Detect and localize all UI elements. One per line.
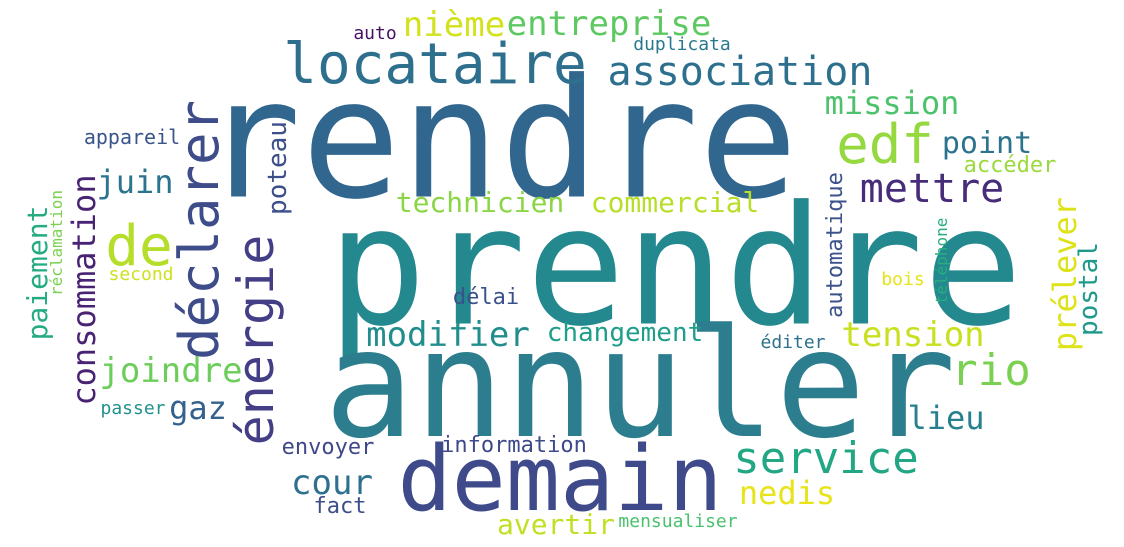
word-de: de [105, 214, 173, 279]
word-duplicata: duplicata [633, 34, 731, 55]
word-cour: cour [291, 463, 373, 503]
word-tension: tension [841, 315, 985, 355]
word-entreprise: entreprise [506, 4, 712, 44]
word-fact: fact [313, 494, 367, 519]
word-lieu: lieu [907, 399, 985, 437]
word-mensualiser: mensualiser [618, 511, 738, 532]
word-nieme: nième [402, 5, 506, 45]
word-bois: bois [881, 269, 925, 290]
word-edf: edf [836, 113, 934, 176]
word-declarer: déclarer [168, 99, 231, 361]
word-juin: juin [96, 163, 174, 201]
word-poteau: poteau [263, 121, 293, 215]
word-mission: mission [824, 84, 960, 122]
word-point: point [941, 126, 1033, 161]
word-second: second [108, 264, 174, 285]
word-demain: demain [397, 427, 723, 532]
word-locataire: locataire [283, 32, 587, 97]
word-prendre: prendre [327, 170, 1023, 363]
word-rendre: rendre [201, 43, 799, 236]
word-nedis: nedis [738, 474, 836, 512]
word-telephone: téléphone [932, 217, 951, 305]
word-commercial: commercial [590, 186, 760, 219]
word-mettre: mettre [859, 166, 1005, 212]
word-technicien: technicien [395, 186, 565, 219]
word-editer: éditer [760, 332, 826, 353]
word-automatique: automatique [823, 172, 848, 318]
word-information: information [441, 433, 587, 458]
word-envoyer: envoyer [281, 435, 375, 460]
word-passer: passer [100, 398, 166, 419]
word-rio: rio [951, 345, 1031, 396]
word-annuler: annuler [323, 298, 957, 472]
word-gaz: gaz [169, 389, 227, 427]
word-reclamation: réclamation [47, 190, 66, 296]
word-modifier: modifier [366, 315, 530, 355]
word-delai: délai [452, 285, 520, 310]
word-avertir: avertir [496, 508, 616, 541]
word-consommation: consommation [65, 174, 103, 406]
word-service: service [733, 433, 919, 484]
word-changement: changement [546, 318, 704, 348]
word-postal: postal [1074, 242, 1104, 336]
word-joindre: joindre [99, 351, 243, 391]
word-acceder: accéder [963, 153, 1057, 178]
word-auto: auto [353, 23, 397, 44]
word-appareil: appareil [83, 125, 181, 149]
word-energie: énergie [227, 234, 285, 446]
word-association: association [607, 49, 873, 95]
